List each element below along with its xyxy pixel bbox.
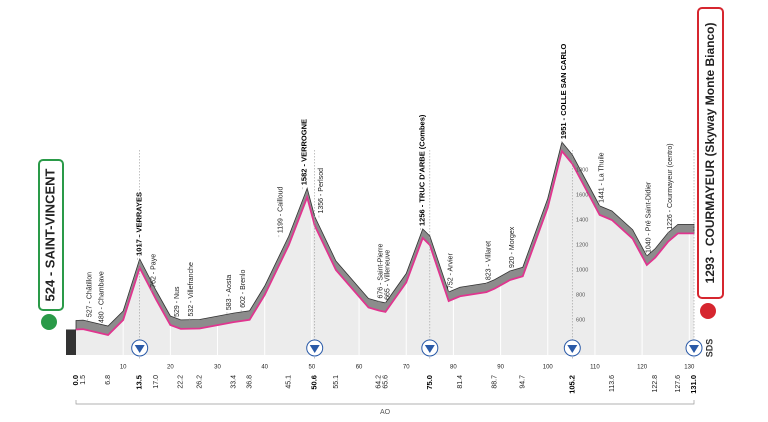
- waypoint-label: 1356 - Perlsod: [318, 168, 325, 214]
- y-tick-label: 1200: [576, 242, 588, 248]
- x-tick-label: 100: [543, 365, 554, 371]
- region-label: AO: [380, 409, 391, 416]
- km-label: 45.1: [286, 375, 293, 389]
- waypoint-label: 1951 - COLLE SAN CARLO: [559, 44, 568, 140]
- gpm-arrow: [567, 345, 578, 353]
- gpm-arrow: [689, 345, 699, 353]
- profile-line: [75, 149, 694, 336]
- start-label: 524 - SAINT-VINCENT: [42, 168, 57, 301]
- waypoint-label: 752 - Arvier: [448, 253, 455, 289]
- km-label: 105.2: [567, 375, 576, 394]
- x-tick-label: 30: [214, 365, 221, 371]
- waypoint-label: 665 - Villeneuve: [384, 250, 391, 300]
- km-label: 88.7: [491, 375, 498, 389]
- waypoint-label: 527 - Châtillon: [87, 272, 94, 317]
- waypoint-label: 480 - Chambave: [98, 271, 105, 323]
- km-label: 75.0: [425, 375, 434, 390]
- x-tick-label: 120: [637, 365, 648, 371]
- waypoint-label: 602 - Brenlo: [240, 270, 247, 308]
- waypoint-label: 1017 - VERRAYES: [134, 192, 143, 256]
- gpm-arrow: [134, 345, 145, 353]
- km-label: 22.2: [178, 375, 185, 389]
- km-label: 50.6: [310, 375, 319, 390]
- km-label: 33.4: [230, 375, 237, 389]
- waypoint-label: 1199 - Cailloud: [278, 186, 285, 233]
- start-icon: [41, 314, 57, 330]
- waypoint-label: 823 - Villaret: [485, 241, 492, 280]
- km-label: 127.6: [675, 375, 682, 393]
- km-label: 113.6: [609, 375, 616, 392]
- km-label: 1.5: [80, 375, 87, 385]
- start-wall: [66, 329, 76, 355]
- km-label: 94.7: [520, 375, 527, 389]
- finish-icon: [700, 303, 716, 319]
- x-tick-label: 40: [261, 365, 268, 371]
- profile-area: [76, 151, 694, 355]
- waypoint-label: 676 - Saint-Pierre: [378, 244, 385, 299]
- waypoint-label: 1040 - Pré Saint-Didier: [646, 181, 653, 253]
- region-bracket: [75, 400, 695, 405]
- km-label: 17.0: [153, 375, 160, 389]
- km-label: 13.5: [135, 375, 144, 390]
- waypoint-label: 1226 - Courmayeur (centro): [667, 143, 674, 229]
- y-tick-label: 600: [576, 317, 585, 323]
- km-label: 55.1: [333, 375, 340, 389]
- waypoint-label: 762 - Paye: [150, 254, 157, 288]
- logo: SDS: [704, 339, 714, 358]
- km-label: 26.2: [196, 375, 203, 389]
- y-tick-label: 1400: [576, 217, 588, 223]
- x-tick-label: 130: [684, 365, 695, 371]
- y-tick-label: 1000: [576, 267, 588, 273]
- waypoint-label: 1256 - TRUC D'ARBE (Combes): [417, 114, 426, 226]
- km-label: 36.8: [246, 375, 253, 389]
- waypoint-label: 920 - Morgex: [509, 226, 516, 268]
- waypoint-label: 1582 - VERROGNE: [299, 119, 308, 185]
- km-label: 65.6: [382, 375, 389, 389]
- x-tick-label: 80: [450, 365, 457, 371]
- x-tick-label: 90: [497, 365, 504, 371]
- x-tick-label: 70: [403, 365, 410, 371]
- finish-box: [697, 7, 724, 299]
- gpm-arrow: [309, 345, 320, 353]
- gpm-arrow: [424, 345, 435, 353]
- start-box: [38, 159, 64, 311]
- waypoint-label: 583 - Aosta: [226, 275, 233, 311]
- x-tick-label: 110: [590, 365, 600, 371]
- km-label: 6.8: [105, 375, 112, 385]
- x-tick-label: 50: [309, 365, 316, 371]
- km-label: 81.4: [457, 375, 464, 389]
- km-label: 64.2: [376, 375, 383, 389]
- waypoint-label: 532 - Villefranche: [188, 262, 195, 316]
- km-label: 131.0: [689, 375, 698, 394]
- km-label: 0.0: [71, 375, 80, 385]
- x-tick-label: 60: [356, 365, 363, 371]
- finish-label: 1293 - COURMAYEUR (Skyway Monte Bianco): [703, 23, 717, 284]
- waypoint-label: 529 - Nus: [174, 286, 181, 317]
- x-tick-label: 10: [120, 365, 127, 371]
- km-label: 122.8: [652, 375, 659, 393]
- y-tick-label: 800: [576, 292, 585, 298]
- y-tick-label: 1800: [576, 167, 588, 173]
- waypoint-label: 1441 - La Thuile: [598, 152, 605, 203]
- y-tick-label: 1600: [576, 192, 588, 198]
- x-tick-label: 20: [167, 365, 174, 371]
